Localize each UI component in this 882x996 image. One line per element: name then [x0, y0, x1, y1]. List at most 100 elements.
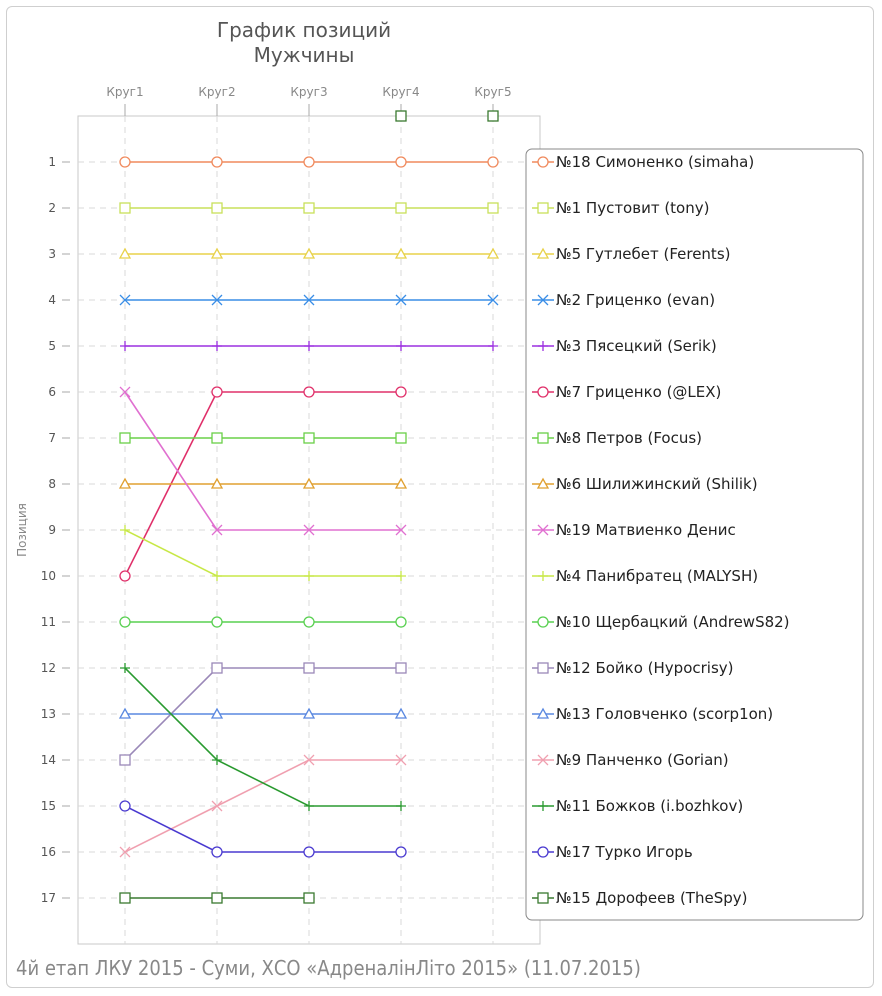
data-point [395, 294, 407, 306]
legend-item: №8 Петров (Focus) [532, 429, 702, 447]
data-point [303, 386, 315, 398]
data-point [211, 202, 223, 214]
data-point [119, 892, 131, 904]
legend-item: №19 Матвиенко Денис [532, 521, 736, 539]
legend-marker [536, 477, 550, 489]
data-point [120, 525, 130, 535]
legend-marker [537, 386, 549, 398]
data-point [487, 294, 499, 306]
data-point [303, 294, 315, 306]
legend-item: №10 Щербацкий (AndrewS82) [532, 613, 790, 631]
series-4 [119, 294, 499, 306]
chart-caption: 4й етап ЛКУ 2015 - Суми, ХСО «АдреналінЛ… [16, 956, 641, 980]
data-point [487, 202, 499, 214]
position-label: 2 [48, 201, 56, 215]
data-point [118, 247, 132, 259]
data-point [395, 432, 407, 444]
legend-item: №1 Пустовит (tony) [532, 199, 709, 217]
data-point [119, 294, 131, 306]
data-point [394, 477, 408, 489]
position-label: 10 [41, 569, 56, 583]
data-point [395, 846, 407, 858]
data-point [304, 571, 314, 581]
round-label: Круг3 [290, 85, 327, 99]
data-point [119, 570, 131, 582]
series-1 [119, 156, 499, 168]
data-point [488, 341, 498, 351]
legend-item: №5 Гутлебет (Ferents) [532, 245, 731, 263]
legend-marker [537, 754, 549, 766]
legend-marker [537, 432, 549, 444]
data-point [395, 616, 407, 628]
legend-item: №17 Турко Игорь [532, 843, 693, 861]
position-label: 8 [48, 477, 56, 491]
data-point [119, 754, 131, 766]
data-point [395, 754, 407, 766]
data-point [486, 247, 500, 259]
data-point [302, 707, 316, 719]
data-point [396, 571, 406, 581]
legend-item: №7 Гриценко (@LEX) [532, 383, 721, 401]
legend-label: №19 Матвиенко Денис [556, 521, 736, 539]
legend-item: №3 Пясецкий (Serik) [532, 337, 717, 355]
legend-label: №8 Петров (Focus) [556, 429, 702, 447]
data-point [303, 524, 315, 536]
data-point [303, 156, 315, 168]
legend-label: №12 Бойко (Hypocrisy) [556, 659, 734, 677]
series-17 [119, 110, 499, 904]
legend-label: №7 Гриценко (@LEX) [556, 383, 721, 401]
position-label: 17 [41, 891, 56, 905]
data-point [303, 432, 315, 444]
data-point [303, 202, 315, 214]
data-point [395, 662, 407, 674]
series-8 [118, 477, 408, 489]
data-point [395, 202, 407, 214]
legend-label: №15 Дорофеев (TheSpy) [556, 889, 747, 907]
legend-label: №5 Гутлебет (Ferents) [556, 245, 731, 263]
data-point [487, 156, 499, 168]
series-6 [119, 386, 407, 582]
legend-label: №1 Пустовит (tony) [556, 199, 709, 217]
chart-title: График позиций [217, 18, 391, 42]
data-point [119, 202, 131, 214]
legend-marker [537, 294, 549, 306]
position-label: 13 [41, 707, 56, 721]
legend-item: №6 Шилижинский (Shilik) [532, 475, 758, 493]
legend-item: №9 Панченко (Gorian) [532, 751, 729, 769]
legend-marker [537, 616, 549, 628]
legend-marker [537, 662, 549, 674]
data-point [396, 341, 406, 351]
position-label: 11 [41, 615, 56, 629]
legend-box [525, 148, 864, 921]
legend-item: №18 Симоненко (simaha) [532, 153, 754, 171]
data-point [396, 801, 406, 811]
data-point [119, 386, 131, 398]
position-label: 12 [41, 661, 56, 675]
legend-item: №4 Панибратец (MALYSH) [532, 567, 758, 585]
data-point [212, 571, 222, 581]
data-point [119, 800, 131, 812]
legend-marker [538, 341, 548, 351]
data-point [212, 341, 222, 351]
legend-item: №11 Божков (i.bozhkov) [532, 797, 743, 815]
round-label: Круг2 [198, 85, 235, 99]
series-11 [119, 616, 407, 628]
series-line [124, 391, 401, 531]
round-label: Круг5 [474, 85, 511, 99]
data-point [395, 110, 407, 122]
position-label: 5 [48, 339, 56, 353]
position-label: 16 [41, 845, 56, 859]
legend-marker [537, 156, 549, 168]
series-9 [119, 386, 407, 536]
legend-label: №3 Пясецкий (Serik) [556, 337, 717, 355]
legend-label: №9 Панченко (Gorian) [556, 751, 729, 769]
series-line [124, 805, 401, 853]
legend-item: №2 Гриценко (evan) [532, 291, 715, 309]
legend-marker [538, 801, 548, 811]
data-point [303, 892, 315, 904]
legend-marker [536, 707, 550, 719]
round-label: Круг4 [382, 85, 419, 99]
legend-label: №6 Шилижинский (Shilik) [556, 475, 758, 493]
legend-item: №12 Бойко (Hypocrisy) [532, 659, 734, 677]
